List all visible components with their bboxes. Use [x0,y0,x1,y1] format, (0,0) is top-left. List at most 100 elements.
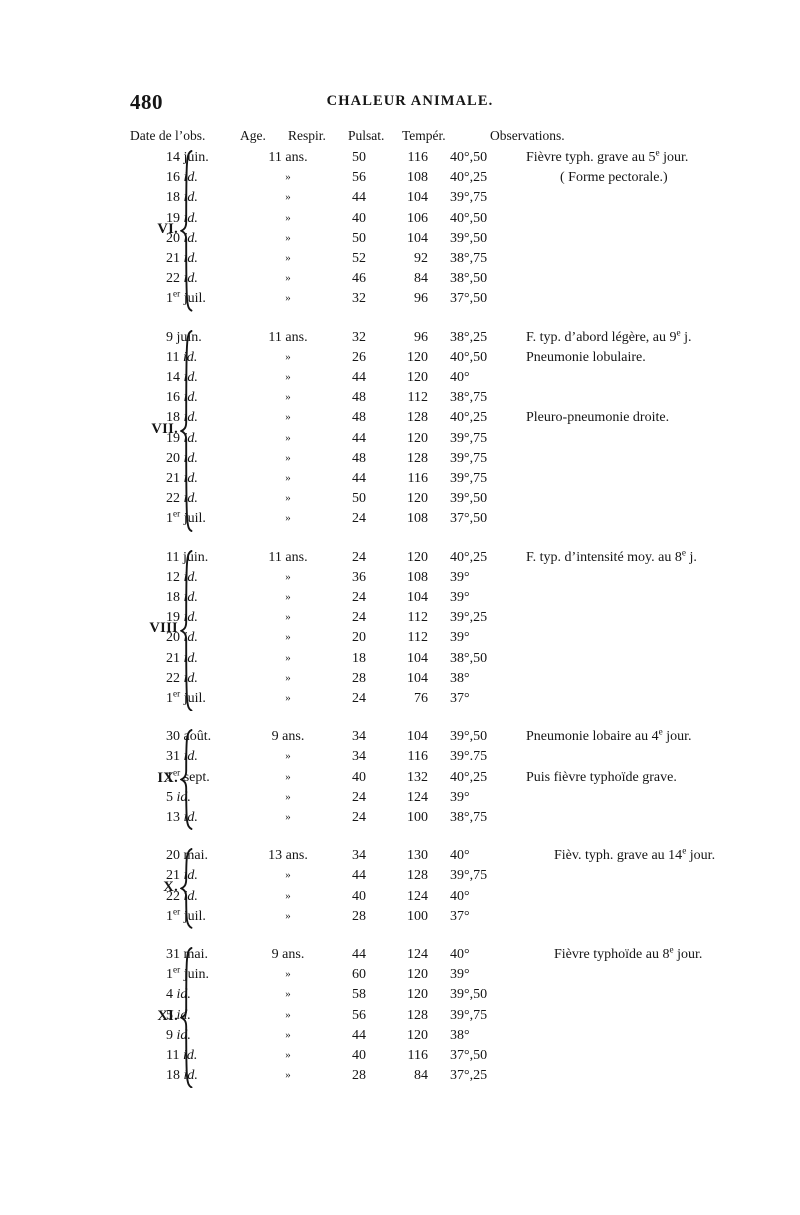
cell-pulsation: 120 [407,967,428,983]
group-brace [180,848,196,929]
cell-age: » [258,251,318,267]
cell-age: » [258,390,318,406]
cell-temperature: 40°,25 [450,170,488,186]
cell-respiration: 40 [352,769,366,785]
cell-date: 22 id. [166,670,198,686]
ditto-mark: » [285,750,291,763]
cell-pulsation: 132 [407,769,428,785]
cell-date: 31 mai. [166,946,208,962]
cell-age: 13 ans. [268,848,308,864]
cell-pulsation: 108 [407,170,428,186]
cell-pulsation: 120 [407,1027,428,1043]
cell-pulsation: 112 [407,630,428,646]
cell-date: 20 id. [166,450,198,466]
table-row: 18 id. » 28 84 37°,25 [130,1068,770,1088]
cell-temperature: 37°,25 [450,1068,488,1084]
cell-temperature: 40°,25 [450,549,488,565]
cell-age: » [258,190,318,206]
cell-respiration: 34 [352,848,366,864]
cell-pulsation: 128 [407,410,428,426]
cell-age: » [258,1068,318,1084]
cell-age: » [258,451,318,467]
ditto-mark: » [285,889,291,902]
group-separator [130,711,770,729]
cell-pulsation: 104 [407,670,428,686]
cell-respiration: 52 [352,250,366,266]
cell-temperature: 38°,50 [450,650,488,666]
table-row: 16 id. » 48 112 38°,75 [130,390,770,410]
cell-date: 18 id. [166,589,198,605]
cell-temperature: 39°,75 [450,190,488,206]
column-header-age: Age. [240,128,266,143]
cell-temperature: 38°,50 [450,271,488,287]
cell-respiration: 24 [352,809,366,825]
table-row: 1er juil. » 24 76 37° [130,689,770,711]
cell-temperature: 40°,50 [450,210,488,226]
ditto-mark: » [285,671,291,684]
cell-respiration: 28 [352,1068,366,1084]
cell-pulsation: 96 [414,329,428,345]
cell-age: » [258,1028,318,1044]
table-row: 5 id. » 24 124 39° [130,790,770,810]
group-numeral: VIII [149,620,178,637]
cell-respiration: 34 [352,729,366,745]
cell-age: » [258,987,318,1003]
cell-observation: Puis fièvre typhoïde grave. [526,769,677,785]
cell-pulsation: 116 [407,749,428,765]
cell-age: » [258,967,318,983]
cell-pulsation: 130 [407,848,428,864]
ditto-mark: » [285,191,291,204]
table-row: 13 id. » 24 100 38°,75 [130,810,770,830]
ditto-mark: » [285,570,291,583]
cell-age: » [258,868,318,884]
cell-temperature: 37°,50 [450,511,488,527]
group-numeral: VI. [157,220,178,237]
cell-pulsation: 128 [407,450,428,466]
cell-respiration: 36 [352,569,366,585]
cell-respiration: 46 [352,271,366,287]
ditto-mark: » [285,350,291,363]
table-row: 20 id. » 20 112 39° [130,630,770,650]
observation-group: VIII 11 juin. 11 ans. 24 120 40°,25 F. typ. d’… [130,547,770,712]
ditto-mark: » [285,691,291,704]
cell-pulsation: 96 [414,291,428,307]
ditto-mark: » [285,370,291,383]
table-row: 19 id. » 44 120 39°,75 [130,431,770,451]
cell-date: 22 id. [166,491,198,507]
cell-respiration: 24 [352,589,366,605]
cell-age: » [258,790,318,806]
table-row: 21 id. » 44 128 39°,75 [130,868,770,888]
cell-temperature: 39°.75 [450,749,488,765]
cell-respiration: 44 [352,369,366,385]
table-row: 14 juin. 11 ans. 50 116 40°,50 Fièvre typh. g… [130,148,770,170]
cell-respiration: 44 [352,946,366,962]
group-brace [180,549,196,712]
cell-respiration: 20 [352,630,366,646]
ditto-mark: » [285,292,291,305]
cell-respiration: 44 [352,430,366,446]
observation-group: VII. 9 juin. 11 ans. 32 96 38°,25 F. typ. d’ab… [130,327,770,532]
cell-pulsation: 84 [414,1068,428,1084]
cell-temperature: 40° [450,946,470,962]
column-header-temper: Tempér. [402,128,446,143]
ditto-mark: » [285,231,291,244]
cell-date: 19 id. [166,210,198,226]
group-numeral: VII. [151,420,178,437]
cell-observation: Pneumonie lobaire au 4e jour. [526,726,692,745]
cell-date: 1er juin. [166,964,209,983]
cell-respiration: 50 [352,491,366,507]
ditto-mark: » [285,790,291,803]
cell-age: » [258,630,318,646]
cell-age: » [258,1008,318,1024]
cell-date: 19 id. [166,430,198,446]
observation-group: IX. 30 août. 9 ans. 34 104 39°,50 Pneumonie lo… [130,727,770,831]
cell-temperature: 38°,75 [450,809,488,825]
cell-age: » [258,610,318,626]
cell-date: 19 id. [166,610,198,626]
table-row: 19 id. » 24 112 39°,25 [130,610,770,630]
cell-pulsation: 84 [414,271,428,287]
cell-date: 22 id. [166,271,198,287]
cell-pulsation: 120 [407,430,428,446]
cell-temperature: 39°,50 [450,491,488,507]
table-row: 1er juil. » 28 100 37° [130,906,770,929]
